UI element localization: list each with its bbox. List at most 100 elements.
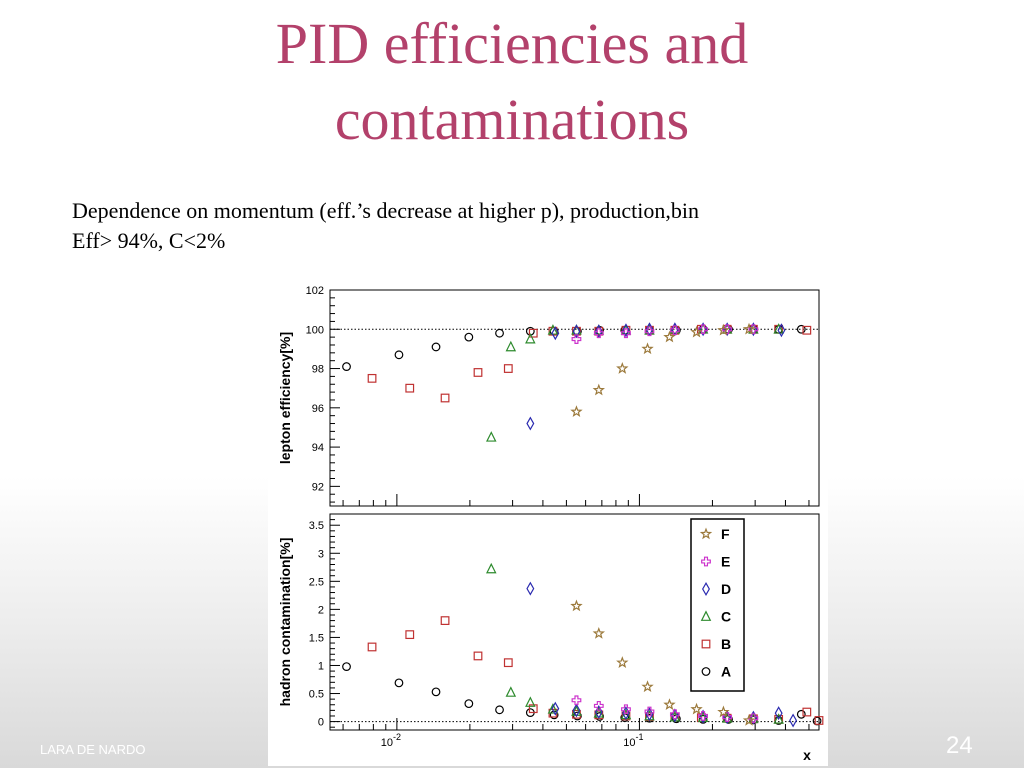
data-point-A (342, 662, 351, 672)
y-tick-label: 0 (318, 717, 324, 729)
data-point-F (570, 405, 583, 418)
data-point-E (669, 709, 680, 720)
data-point-A (796, 709, 806, 719)
data-point-E (593, 700, 604, 711)
data-point-B (367, 373, 377, 383)
legend-marker-D (702, 581, 710, 597)
data-point-A (464, 699, 474, 709)
data-point-A (431, 687, 441, 697)
data-point-F (570, 599, 583, 612)
data-point-B (473, 368, 483, 377)
data-point-C (505, 340, 517, 352)
data-point-A (431, 342, 441, 352)
legend-marker-A (701, 667, 711, 676)
data-point-D (526, 581, 535, 596)
data-point-C (547, 703, 559, 714)
data-point-B (503, 364, 513, 373)
legend-label-D: D (721, 581, 731, 597)
series-F (570, 599, 756, 726)
data-point-D (670, 708, 679, 723)
plot-frame-1 (329, 289, 820, 507)
data-point-C (485, 562, 497, 574)
data-point-F (641, 342, 654, 355)
data-point-F (663, 698, 676, 711)
data-point-B (440, 616, 450, 625)
y-tick-label: 1 (318, 660, 324, 672)
data-point-F (641, 680, 654, 693)
title-line-2: contaminations (334, 87, 690, 152)
data-point-E (698, 711, 708, 721)
legend-label-A: A (721, 664, 731, 680)
footer-event: DIS2011 (473, 740, 523, 755)
data-point-F (592, 626, 606, 639)
data-point-B (814, 716, 824, 725)
data-point-E (748, 324, 759, 335)
y-tick-label: 2.5 (309, 576, 324, 588)
legend-label-B: B (721, 636, 731, 652)
x-tick-label: 10-1 (623, 732, 643, 749)
y-tick-label: 3.5 (309, 520, 324, 532)
data-point-F (616, 362, 629, 374)
subtitle-line-1: Dependence on momentum (eff.’s decrease … (72, 198, 699, 223)
series-E (571, 324, 759, 344)
data-point-E (722, 712, 733, 722)
data-point-F (717, 705, 730, 718)
x-tick-label: 10-2 (381, 732, 401, 749)
y-tick-label: 102 (306, 285, 324, 297)
legend-marker-F (699, 527, 713, 540)
x-axis-label: x (803, 747, 811, 763)
data-point-E (571, 695, 582, 706)
data-point-A (573, 711, 582, 721)
data-point-D (789, 713, 798, 728)
data-point-F (717, 323, 730, 336)
data-point-E (644, 706, 655, 717)
data-point-A (394, 678, 404, 688)
y-tick-label: 98 (312, 364, 324, 376)
data-point-A (495, 705, 504, 715)
data-point-C (525, 332, 536, 344)
data-point-C (620, 324, 632, 335)
data-point-B (473, 651, 483, 661)
y-tick-label: 100 (306, 324, 324, 336)
data-point-D (749, 710, 758, 725)
data-point-D (774, 706, 783, 721)
data-point-A (394, 350, 404, 360)
data-point-B (440, 393, 450, 403)
legend-marker-E (701, 556, 711, 567)
data-point-B (802, 325, 812, 335)
slide-title: PID efficiencies and contaminations (0, 6, 1024, 158)
data-point-F (690, 325, 703, 338)
data-point-E (698, 324, 708, 335)
data-point-B (367, 642, 377, 652)
data-point-D (572, 703, 581, 718)
data-point-D (551, 701, 560, 716)
data-point-A (342, 362, 351, 371)
y-tick-label: 3 (318, 548, 324, 560)
data-point-E (621, 328, 631, 339)
legend-marker-B (701, 639, 711, 649)
data-point-E (571, 334, 582, 344)
data-point-D (572, 324, 581, 339)
y-tick-label: 94 (312, 442, 324, 454)
data-point-D (621, 323, 630, 338)
data-point-C (773, 323, 784, 334)
y-axis-label-1: lepton efficiency[%] (277, 332, 293, 464)
data-point-D (594, 705, 603, 720)
data-point-C (525, 696, 536, 707)
data-point-A (796, 324, 806, 334)
data-point-F (742, 322, 756, 335)
y-axis-label-2: hadron contamination[%] (277, 538, 293, 707)
data-point-F (742, 713, 756, 726)
data-point-E (593, 328, 604, 339)
title-line-1: PID efficiencies and (275, 11, 749, 76)
data-point-B (405, 630, 415, 640)
slide-subtitle: Dependence on momentum (eff.’s decrease … (72, 196, 972, 256)
data-point-F (592, 383, 605, 396)
data-point-B (503, 658, 513, 668)
data-point-D (526, 416, 535, 431)
pid-figure-svg: 92 94 96 98 100 102 lepton efficiency[%] 0 0.5 1 1… (277, 285, 824, 763)
data-point-A (549, 710, 559, 720)
data-point-F (663, 330, 676, 343)
data-point-A (495, 328, 504, 338)
y-tick-label: 2 (318, 604, 324, 616)
